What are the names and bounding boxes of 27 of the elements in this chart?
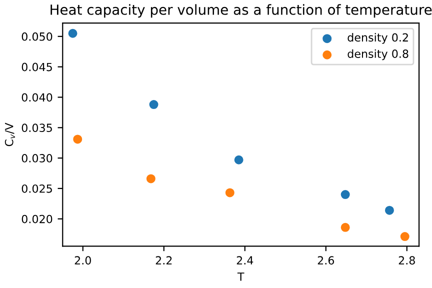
point (234, 155, 244, 164)
chart-title: Heat capacity per volume as a function of temperature (50, 4, 432, 18)
legend-label: density 0.2 (348, 33, 408, 44)
x-axis-title: T (237, 272, 244, 281)
y-tick-label: 0.025 (22, 184, 52, 193)
x-tick-label: 2.0 (74, 256, 91, 265)
point (73, 134, 82, 144)
point (225, 188, 234, 198)
point (340, 222, 350, 232)
point (340, 190, 350, 200)
y-tick-label: 0.050 (22, 32, 52, 41)
point (384, 206, 394, 215)
y-tick-label: 0.040 (22, 93, 52, 102)
x-tick-label: 2.6 (318, 256, 334, 265)
x-tick-label: 2.4 (236, 256, 254, 264)
point (146, 174, 156, 184)
x-tick-label: 2.8 (398, 256, 415, 265)
x-tick-label: 2.2 (156, 256, 172, 264)
legend-label: density 0.8 (348, 49, 408, 60)
y-tick-label: 0.020 (22, 214, 52, 224)
y-tick-label: 0.035 (22, 124, 52, 132)
point (400, 232, 410, 242)
point (149, 100, 158, 110)
y-axis-title: C$_{v}$/V (4, 122, 15, 146)
point (68, 28, 78, 38)
y-tick-label: 0.045 (22, 62, 52, 72)
y-tick-label: 0.030 (22, 154, 52, 162)
